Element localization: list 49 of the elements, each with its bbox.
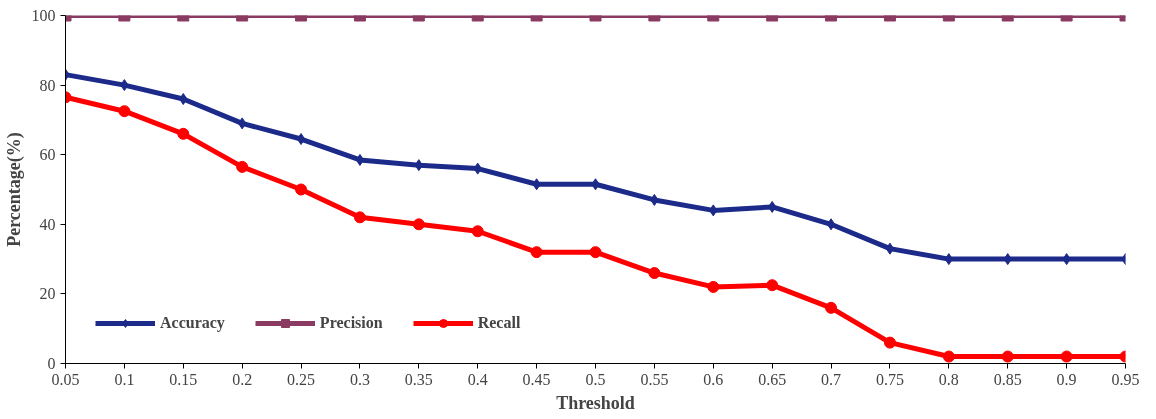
- x-axis-title: Threshold: [556, 392, 635, 413]
- point: [825, 301, 838, 314]
- point: [883, 336, 896, 349]
- point: [177, 127, 190, 140]
- point: [118, 105, 131, 118]
- y-tick-label: 60: [39, 146, 56, 164]
- x-tick-label: 0.5: [585, 370, 606, 388]
- x-tick-label: 0.3: [349, 370, 370, 388]
- x-tick-label: 0.65: [758, 370, 787, 388]
- point: [589, 246, 602, 259]
- x-tick-label: 0.15: [169, 370, 198, 388]
- x-tick-label: 0.95: [1111, 370, 1140, 388]
- point: [707, 280, 720, 293]
- x-tick-label: 0.7: [821, 370, 842, 388]
- y-tick-label: 20: [39, 285, 56, 303]
- point: [412, 218, 425, 231]
- y-axis-title: Percentage(%): [3, 132, 25, 247]
- legend-label: Accuracy: [160, 314, 225, 332]
- x-tick-label: 0.45: [522, 370, 551, 388]
- y-tick-label: 100: [31, 7, 56, 24]
- point: [296, 133, 306, 146]
- x-tick-label: 0.4: [467, 370, 488, 388]
- point: [1001, 350, 1014, 363]
- point: [826, 218, 836, 231]
- legend-label: Recall: [477, 314, 521, 332]
- point: [471, 225, 484, 238]
- x-tick-label: 0.75: [875, 370, 904, 388]
- point: [236, 160, 249, 173]
- point: [942, 350, 955, 363]
- x-tick-label: 0.6: [703, 370, 724, 388]
- y-tick-label: 40: [39, 215, 56, 233]
- y-tick-label: 80: [39, 76, 56, 94]
- point: [766, 279, 779, 292]
- point: [648, 267, 661, 280]
- x-tick-label: 0.85: [993, 370, 1022, 388]
- point: [295, 183, 308, 196]
- legend-label: Precision: [319, 314, 383, 332]
- x-tick-label: 0.25: [287, 370, 316, 388]
- y-tick-label: 0: [47, 355, 56, 372]
- x-tick-label: 0.9: [1056, 370, 1077, 388]
- x-tick-label: 0.8: [938, 370, 959, 388]
- point: [353, 211, 366, 224]
- point: [530, 246, 543, 259]
- x-tick-label: 0.2: [232, 370, 253, 388]
- x-tick-label: 0.35: [404, 370, 433, 388]
- point: [1060, 350, 1073, 363]
- x-tick-label: 0.05: [51, 370, 80, 388]
- x-tick-label: 0.1: [114, 370, 135, 388]
- x-tick-label: 0.55: [640, 370, 669, 388]
